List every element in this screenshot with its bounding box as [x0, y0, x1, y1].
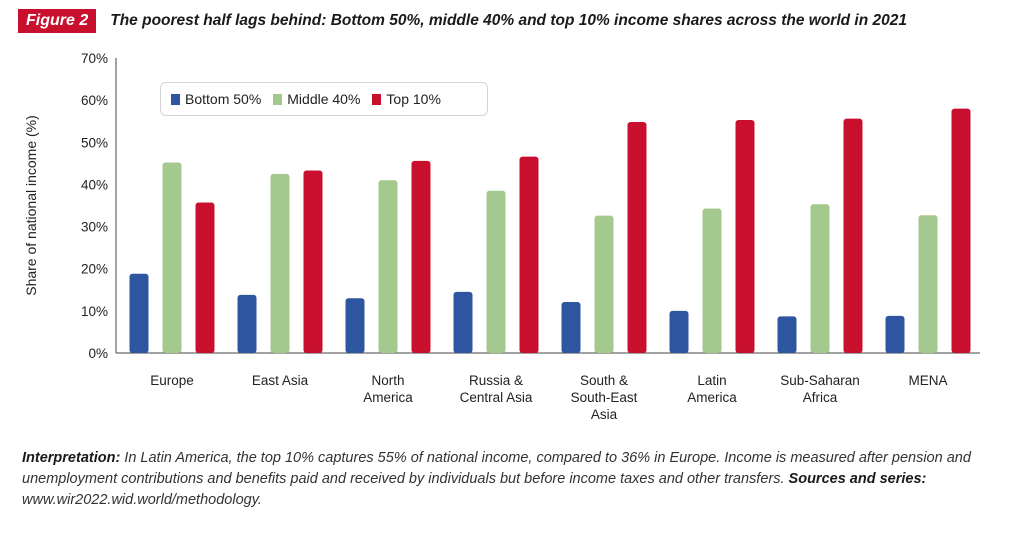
legend-label: Top 10%	[386, 91, 441, 107]
sources-label: Sources and series:	[788, 471, 927, 487]
bar-middle-40--0	[162, 162, 182, 353]
bar-top-10--2	[411, 160, 431, 353]
x-category-label: MENA	[908, 373, 947, 388]
bar-top-10--0	[195, 202, 215, 353]
figure-label: Figure 2	[18, 9, 97, 33]
x-category-label: Latin	[697, 373, 726, 388]
x-category-label: Europe	[150, 373, 194, 388]
x-category-label: America	[363, 390, 413, 405]
bar-middle-40--7	[918, 215, 938, 353]
bar-middle-40--4	[594, 215, 614, 353]
bar-bottom-50--7	[885, 315, 905, 353]
y-tick-label: 50%	[81, 135, 108, 150]
bar-middle-40--6	[810, 204, 830, 353]
legend-label: Bottom 50%	[185, 91, 262, 107]
y-tick-label: 40%	[81, 177, 108, 192]
legend-item: Bottom 50%	[171, 91, 261, 107]
y-tick-label: 0%	[88, 346, 108, 361]
bar-bottom-50--0	[129, 273, 149, 353]
figure-header: Figure 2 The poorest half lags behind: B…	[18, 9, 907, 33]
y-tick-label: 10%	[81, 304, 108, 319]
chart-legend: Bottom 50% Middle 40% Top 10%	[160, 82, 488, 116]
sources-text: www.wir2022.wid.world/methodology.	[22, 492, 262, 508]
bar-middle-40--1	[270, 173, 290, 353]
x-category-label: South-East	[571, 390, 638, 405]
x-category-label: Africa	[803, 390, 838, 405]
bar-top-10--6	[843, 118, 863, 353]
bar-middle-40--5	[702, 208, 722, 353]
interpretation-text: In Latin America, the top 10% captures 5…	[22, 450, 971, 487]
y-tick-label: 60%	[81, 93, 108, 108]
legend-label: Middle 40%	[287, 91, 361, 107]
interpretation-note: Interpretation: In Latin America, the to…	[22, 448, 1006, 511]
legend-swatch	[372, 93, 382, 105]
bar-top-10--5	[735, 119, 755, 353]
x-category-label: North	[371, 373, 404, 388]
x-category-label: East Asia	[252, 373, 309, 388]
bar-bottom-50--6	[777, 316, 797, 353]
bar-bottom-50--4	[561, 302, 581, 353]
legend-swatch	[273, 93, 283, 105]
y-tick-label: 20%	[81, 262, 108, 277]
bar-bottom-50--5	[669, 310, 689, 353]
bar-bottom-50--2	[345, 298, 365, 353]
x-category-label: Sub-Saharan	[780, 373, 860, 388]
bar-middle-40--2	[378, 180, 398, 353]
legend-item: Top 10%	[372, 91, 441, 107]
figure-title: The poorest half lags behind: Bottom 50%…	[110, 12, 907, 29]
bar-top-10--4	[627, 122, 647, 353]
x-category-label: Russia &	[469, 373, 523, 388]
x-category-label: Central Asia	[460, 390, 533, 405]
legend-swatch	[171, 93, 180, 105]
bar-top-10--1	[303, 170, 323, 353]
bar-bottom-50--1	[237, 294, 257, 353]
y-tick-label: 70%	[81, 51, 108, 66]
bar-middle-40--3	[486, 190, 506, 353]
x-category-label: America	[687, 390, 737, 405]
y-tick-label: 30%	[81, 220, 108, 235]
x-category-label: Asia	[591, 407, 618, 422]
y-axis-label: Share of national income (%)	[23, 115, 39, 296]
bar-bottom-50--3	[453, 291, 473, 353]
bar-top-10--3	[519, 156, 539, 353]
interpretation-label: Interpretation:	[22, 450, 121, 466]
x-category-label: South &	[580, 373, 628, 388]
bar-top-10--7	[951, 108, 971, 353]
bar-chart: 0% 10% 20% 30% 40% 50% 60% 70% Share of national…	[23, 51, 980, 422]
legend-item: Middle 40%	[273, 91, 360, 107]
